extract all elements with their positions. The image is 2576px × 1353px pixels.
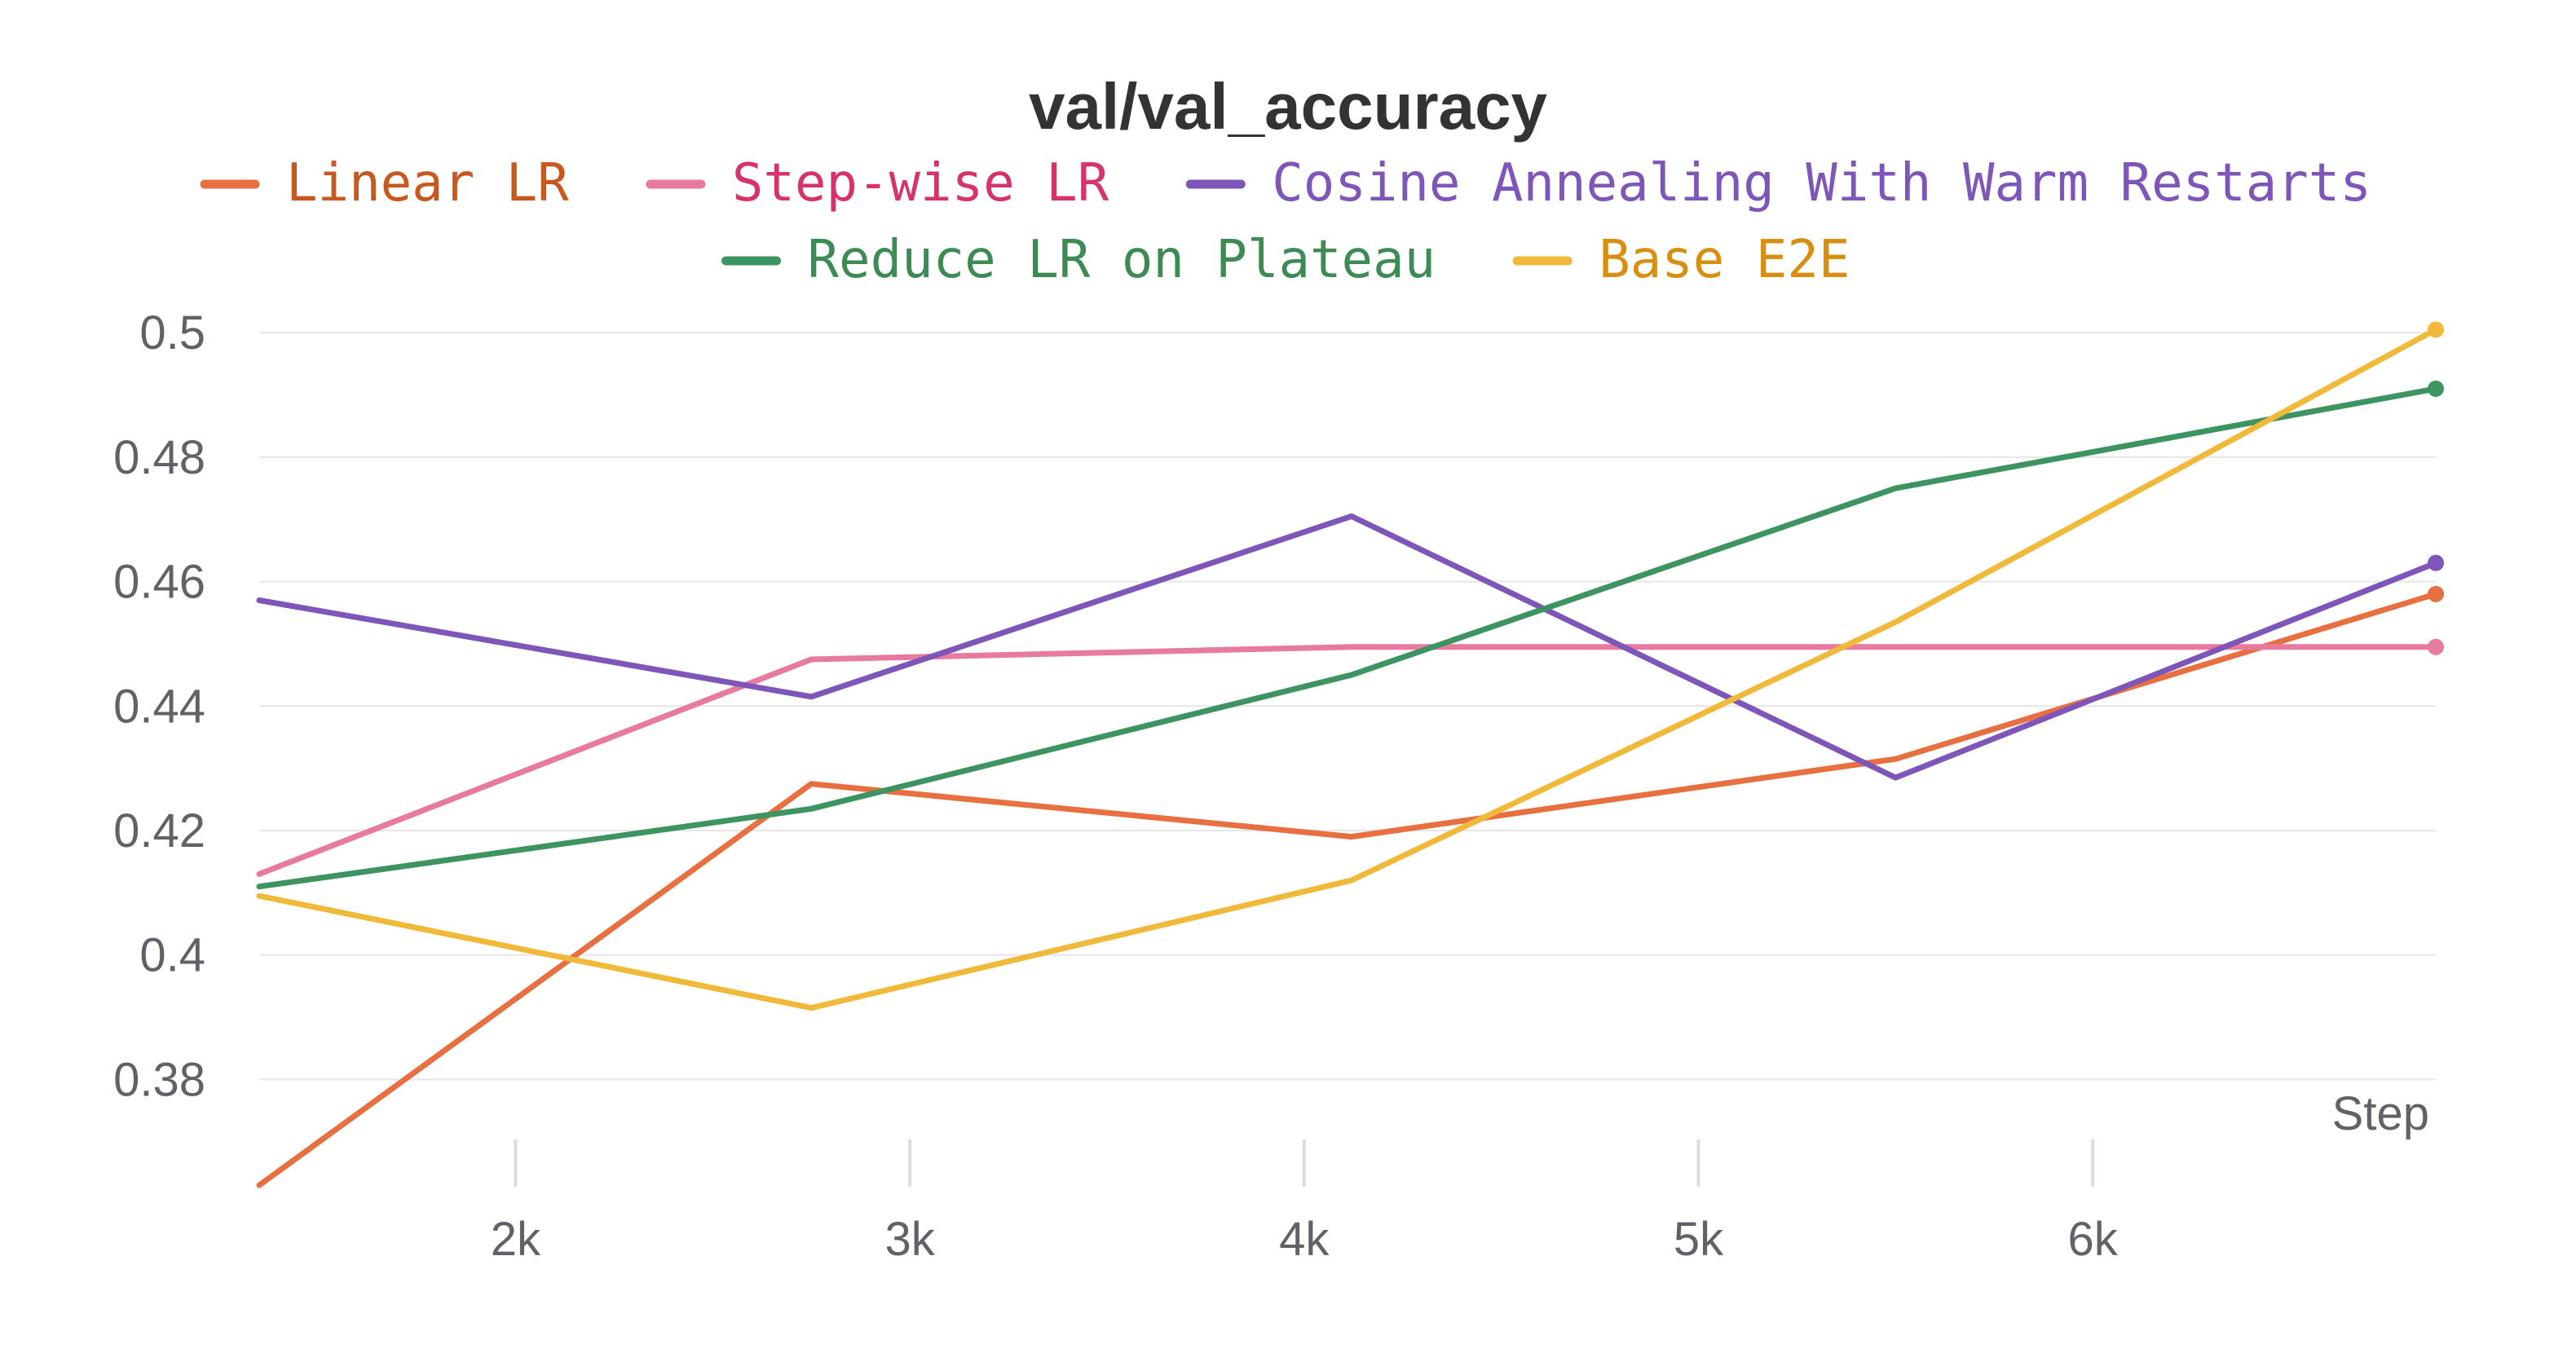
series-line-step-wise-lr [256,644,2439,877]
legend-label: Reduce LR on Plateau [808,230,1436,290]
x-tick-label: 2k [491,1213,541,1266]
x-axis-label: Step [2332,1087,2429,1140]
series-line-reduce-lr-on-plateau [256,386,2439,890]
legend-item-step-wise-lr[interactable]: Step-wise LR [646,153,1109,214]
gridlines [259,332,2436,1081]
x-tick-label: 6k [2068,1213,2119,1266]
legend-label: Linear LR [286,153,569,214]
legend-item-cosine-annealing-with-warm-restarts[interactable]: Cosine Annealing With Warm Restarts [1185,153,2371,214]
y-tick-label: 0.42 [113,804,205,857]
series-end-point-cosine-annealing-with-warm-restarts [2428,554,2444,571]
y-tick-label: 0.46 [113,556,205,609]
y-tick-label: 0.4 [139,929,205,982]
x-tick-label: 4k [1279,1213,1330,1266]
legend-label: Cosine Annealing With Warm Restarts [1272,153,2371,214]
y-tick-label: 0.48 [113,431,205,484]
series-line-cosine-annealing-with-warm-restarts [256,513,2439,781]
series-end-point-reduce-lr-on-plateau [2428,380,2444,397]
y-tick-label: 0.44 [113,680,205,733]
chart-title: val/val_accuracy [1029,70,1548,143]
legend-item-reduce-lr-on-plateau[interactable]: Reduce LR on Plateau [721,230,1436,290]
series-lines [256,321,2444,1188]
x-axis-ticks: 2k 3k 4k 5k 6k [491,1139,2119,1266]
y-axis-tick-labels: 0.38 0.4 0.42 0.44 0.46 0.48 0.5 [113,306,205,1106]
legend: Linear LR Step-wise LR Cosine Annealing Wi… [200,153,2371,290]
series-end-point-step-wise-lr [2428,638,2444,655]
series-end-point-base-e2e [2428,321,2444,338]
x-tick-label: 5k [1674,1213,1724,1266]
series-end-point-linear-lr [2428,585,2444,602]
legend-item-base-e2e[interactable]: Base E2E [1512,230,1850,290]
series-line-base-e2e [256,326,2439,1011]
y-tick-label: 0.38 [113,1053,205,1106]
y-tick-label: 0.5 [139,306,205,359]
legend-item-linear-lr[interactable]: Linear LR [200,153,569,214]
x-tick-label: 3k [884,1213,935,1266]
series-line-linear-lr [256,591,2439,1188]
legend-label: Base E2E [1599,230,1850,290]
legend-label: Step-wise LR [732,153,1109,214]
